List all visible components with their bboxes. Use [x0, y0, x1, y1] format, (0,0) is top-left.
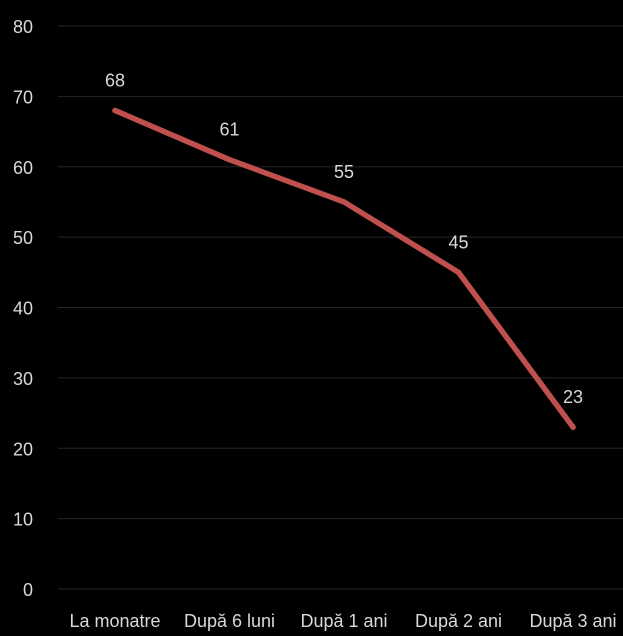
gridlines — [58, 25, 623, 590]
x-tick-label: La monatre — [69, 611, 160, 631]
x-axis-tick-labels: La monatre După 6 luni După 1 ani După 2 an… — [69, 611, 616, 631]
data-labels: 68 61 55 45 23 — [105, 70, 583, 407]
y-tick-label: 80 — [13, 17, 33, 37]
y-tick-label: 70 — [13, 87, 33, 107]
data-point — [341, 199, 347, 205]
x-tick-label: După 3 ani — [529, 611, 616, 631]
data-label: 68 — [105, 70, 125, 90]
y-tick-label: 60 — [13, 158, 33, 178]
series-lines — [112, 107, 576, 430]
data-label: 23 — [563, 387, 583, 407]
y-axis-tick-labels: 0 10 20 30 40 50 60 70 80 — [13, 17, 33, 600]
data-point — [570, 424, 576, 430]
y-tick-label: 40 — [13, 299, 33, 319]
series-line-0 — [112, 107, 576, 430]
data-label: 55 — [334, 162, 354, 182]
data-label: 45 — [448, 232, 468, 252]
data-label: 61 — [219, 120, 239, 140]
x-tick-label: După 6 luni — [184, 611, 275, 631]
data-point — [112, 107, 118, 114]
x-tick-label: După 1 ani — [300, 611, 387, 631]
data-point — [226, 156, 233, 163]
y-tick-label: 30 — [13, 369, 33, 389]
y-tick-label: 50 — [13, 228, 33, 248]
x-tick-label: După 2 ani — [415, 611, 502, 631]
y-tick-label: 0 — [23, 580, 33, 600]
y-tick-label: 20 — [13, 439, 33, 459]
y-tick-label: 10 — [13, 510, 33, 530]
data-point — [455, 269, 462, 276]
